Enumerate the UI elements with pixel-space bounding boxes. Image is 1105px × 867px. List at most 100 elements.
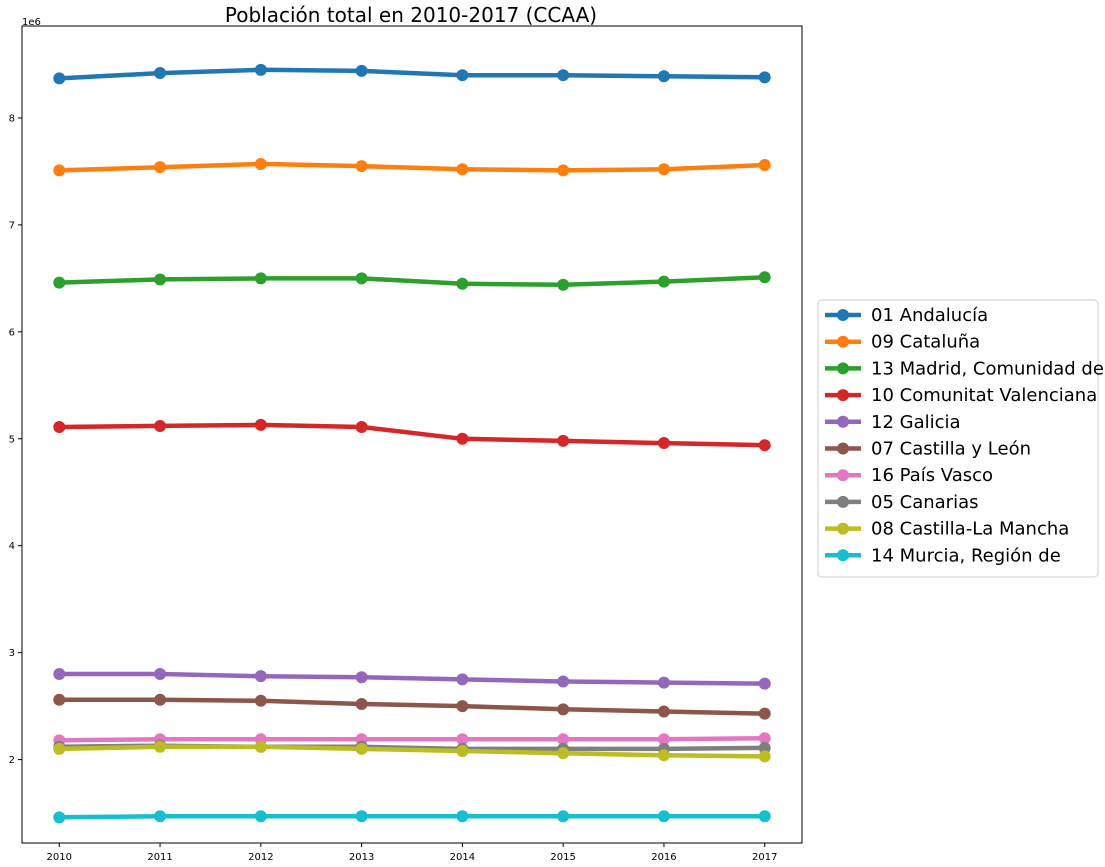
data-point: [758, 439, 771, 452]
legend-item: 05 Canarias: [825, 492, 978, 513]
series: [53, 810, 771, 824]
data-point: [557, 434, 570, 447]
y-tick-label: 7: [9, 220, 15, 231]
data-point: [254, 272, 267, 285]
legend-label: 16 País Vasco: [871, 465, 993, 486]
series: [53, 418, 771, 452]
y-tick-label: 2: [9, 755, 15, 766]
series-line: [57, 735, 767, 743]
legend: 01 Andalucía 09 Cataluña 13 Madrid, Comuni…: [817, 299, 1104, 578]
legend-label: 09 Cataluña: [871, 332, 980, 353]
data-point: [355, 697, 368, 710]
data-point: [254, 810, 267, 823]
data-point: [456, 810, 469, 823]
legend-swatch-marker: [837, 335, 849, 348]
data-point: [154, 161, 167, 174]
data-point: [254, 670, 267, 683]
plot-frame: [21, 25, 803, 844]
legend-label: 07 Castilla y León: [871, 439, 1031, 460]
data-point: [456, 277, 469, 290]
legend-swatch-marker: [837, 362, 849, 375]
data-point: [254, 418, 267, 431]
series-line: [57, 744, 767, 759]
legend-swatch-marker: [837, 522, 849, 535]
series-line: [57, 161, 767, 173]
legend-item: 14 Murcia, Región de: [825, 545, 1061, 566]
data-point: [53, 276, 66, 289]
y-tick-label: 8: [9, 113, 15, 124]
legend-item: 13 Madrid, Comunidad de: [825, 358, 1104, 379]
data-point: [53, 72, 66, 85]
data-point: [355, 421, 368, 434]
data-point: [557, 747, 570, 760]
data-point: [456, 733, 469, 746]
data-point: [758, 71, 771, 84]
x-tick-label: 2016: [651, 852, 676, 863]
data-point: [154, 740, 167, 753]
data-point: [154, 419, 167, 432]
data-point: [657, 733, 670, 746]
legend-item: 16 País Vasco: [825, 465, 993, 486]
data-point: [154, 273, 167, 286]
data-point: [557, 164, 570, 177]
data-point: [456, 69, 469, 82]
data-point: [355, 160, 368, 173]
data-point: [154, 67, 167, 80]
data-point: [355, 64, 368, 77]
data-point: [456, 432, 469, 445]
series: [53, 63, 771, 85]
legend-swatch-marker: [837, 309, 849, 321]
data-point: [254, 694, 267, 707]
data-point: [53, 811, 66, 824]
data-point: [758, 810, 771, 823]
data-point: [758, 271, 771, 284]
y-tick-label: 6: [9, 327, 15, 338]
data-point: [355, 671, 368, 684]
data-point: [456, 745, 469, 758]
data-point: [657, 437, 670, 450]
x-tick-label: 2012: [248, 852, 273, 863]
series-line: [57, 671, 767, 686]
data-point: [557, 675, 570, 688]
y-tick-label: 3: [9, 648, 15, 659]
data-point: [657, 275, 670, 288]
legend-item: 08 Castilla-La Mancha: [825, 519, 1069, 540]
data-point: [53, 421, 66, 434]
data-point: [154, 810, 167, 823]
data-point: [53, 742, 66, 755]
legend-swatch-marker: [837, 549, 849, 562]
x-tick-label: 2011: [147, 852, 172, 863]
data-point: [758, 159, 771, 172]
x-tick-label: 2010: [47, 852, 72, 863]
data-point: [557, 278, 570, 291]
data-point: [557, 703, 570, 716]
data-point: [355, 742, 368, 755]
legend-item: 12 Galicia: [825, 412, 961, 433]
data-point: [657, 70, 670, 83]
data-point: [53, 164, 66, 177]
y-offset-label: 1e6: [22, 17, 41, 28]
data-point: [254, 740, 267, 753]
legend-label: 05 Canarias: [871, 492, 978, 513]
plot-area: 2010 2011 2012 2013 2014 2015 2016 2017 2 3 4 5 6 7 8: [9, 25, 803, 863]
data-point: [758, 677, 771, 690]
data-point: [758, 750, 771, 763]
legend-swatch-marker: [837, 442, 849, 455]
data-point: [154, 693, 167, 706]
data-point: [657, 163, 670, 176]
series: [53, 732, 771, 747]
data-point: [53, 668, 66, 681]
data-point: [254, 63, 267, 76]
series: [53, 693, 771, 720]
data-point: [557, 69, 570, 82]
legend-label: 08 Castilla-La Mancha: [871, 519, 1069, 540]
legend-item: 07 Castilla y León: [825, 439, 1031, 460]
x-tick-label: 2017: [752, 852, 777, 863]
legend-label: 01 Andalucía: [871, 305, 988, 326]
data-point: [254, 157, 267, 170]
data-point: [657, 705, 670, 718]
data-point: [154, 668, 167, 681]
series: [53, 740, 771, 763]
data-point: [456, 163, 469, 176]
